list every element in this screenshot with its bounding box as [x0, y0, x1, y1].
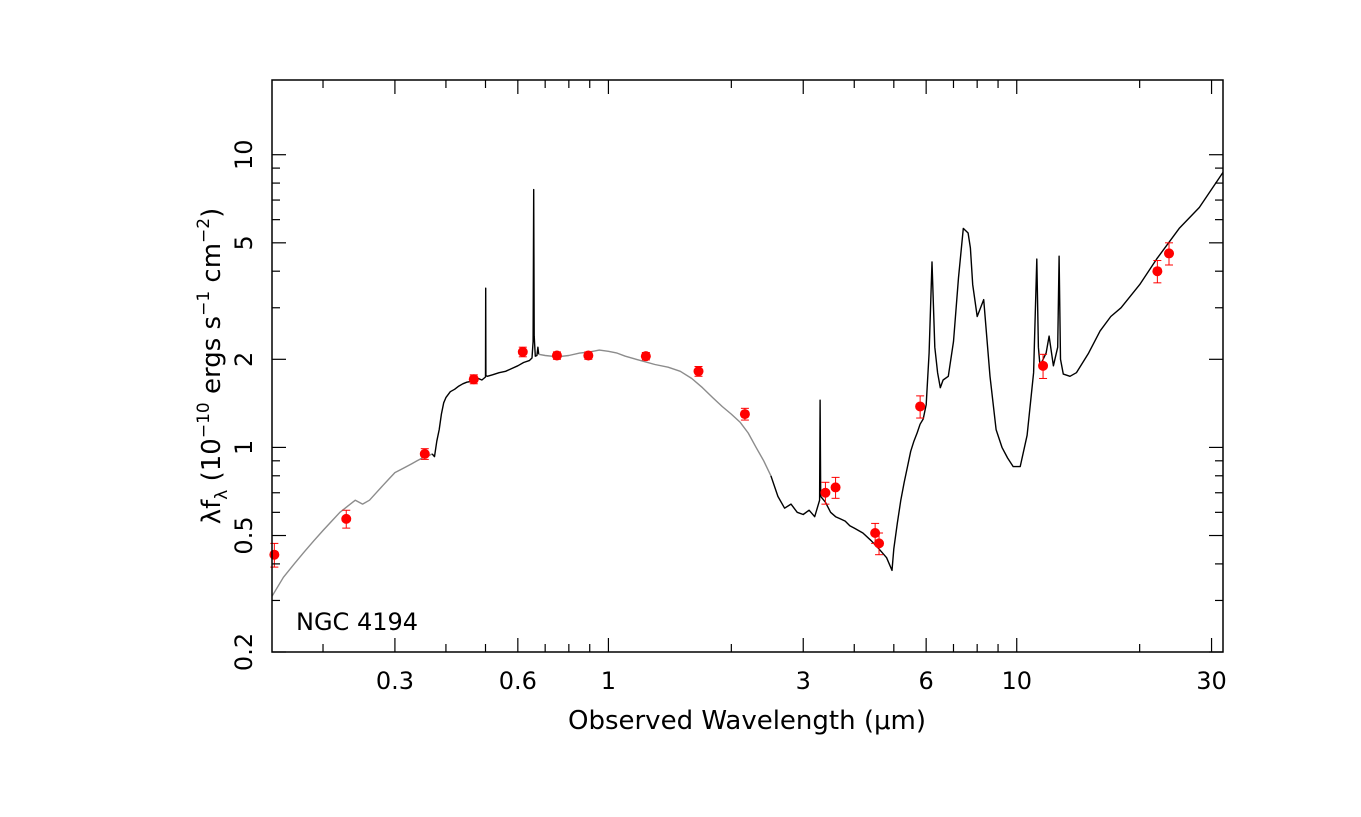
x-tick-label: 10	[1001, 667, 1032, 695]
photometry-point-15	[1038, 353, 1049, 379]
data-point	[517, 346, 528, 357]
photometry-point-8	[693, 365, 704, 377]
y-label-mid2: cm	[197, 243, 227, 291]
spectrum-segment-0	[271, 453, 433, 597]
data-point	[874, 538, 885, 549]
photometry-point-10	[820, 481, 831, 505]
photometry-point-13	[874, 532, 885, 556]
y-axis-label: λfλ (10−10 ergs s−1 cm−2)	[194, 208, 232, 525]
x-tick-label: 30	[1196, 667, 1227, 695]
y-tick-label: 1	[230, 440, 258, 455]
data-point	[468, 374, 479, 385]
data-point	[269, 549, 280, 560]
photometry-point-17	[1164, 242, 1175, 266]
photometry-point-1	[341, 509, 352, 529]
photometry-point-16	[1152, 260, 1163, 284]
x-tick-label: 0.6	[499, 667, 537, 695]
photometry-point-3	[468, 374, 479, 385]
data-point	[341, 513, 352, 524]
data-point	[693, 366, 704, 377]
data-point	[583, 350, 594, 361]
y-label-open: (10	[197, 438, 227, 490]
data-point	[820, 487, 831, 498]
x-axis-label: Observed Wavelength (μm)	[568, 706, 926, 736]
data-point	[830, 482, 841, 493]
y-label-lead: λf	[197, 499, 227, 524]
data-point	[1038, 360, 1049, 371]
photometry-point-4	[517, 346, 528, 358]
y-tick-label: 10	[230, 139, 258, 170]
y-tick-labels: 0.2 0.5 1 2 5 10	[230, 139, 258, 671]
y-label-exp2: −1	[194, 291, 214, 316]
y-tick-label: 0.5	[230, 516, 258, 554]
data-point	[739, 409, 750, 420]
y-tick-label: 5	[230, 235, 258, 250]
photometry-point-9	[739, 407, 750, 421]
y-label-exp3: −2	[194, 218, 214, 243]
spectrum-segment-1	[431, 188, 540, 458]
data-point	[1164, 248, 1175, 259]
x-tick-label: 1	[601, 667, 616, 695]
y-label-sub: λ	[212, 490, 232, 500]
photometry-point-5	[551, 350, 562, 361]
y-label-mid: ergs s	[197, 316, 227, 402]
data-point	[915, 401, 926, 412]
spectrum-segment-2	[538, 349, 772, 477]
plot-frame	[271, 79, 1224, 653]
object-annotation: NGC 4194	[296, 608, 418, 636]
data-point	[640, 351, 651, 362]
photometry-point-2	[419, 448, 430, 460]
x-tick-label: 6	[919, 667, 934, 695]
ticks-layer	[272, 80, 1223, 653]
series-layer	[271, 172, 1224, 597]
data-point	[419, 448, 430, 459]
x-tick-label: 3	[796, 667, 811, 695]
photometry-point-14	[915, 395, 926, 419]
x-tick-label: 0.3	[376, 667, 414, 695]
y-tick-label: 0.2	[230, 633, 258, 671]
photometry-point-11	[830, 476, 841, 499]
spectrum-segment-3	[770, 172, 1224, 572]
y-tick-label: 2	[230, 352, 258, 367]
y-label-close: )	[197, 208, 227, 218]
y-label-exp1: −10	[194, 402, 214, 438]
data-point	[551, 350, 562, 361]
photometry-point-7	[640, 351, 651, 362]
photometry-point-6	[583, 350, 594, 361]
x-tick-labels: 0.3 0.6 1 3 6 10 30	[376, 667, 1227, 695]
photometry-points-layer	[269, 242, 1175, 568]
data-point	[1152, 266, 1163, 277]
